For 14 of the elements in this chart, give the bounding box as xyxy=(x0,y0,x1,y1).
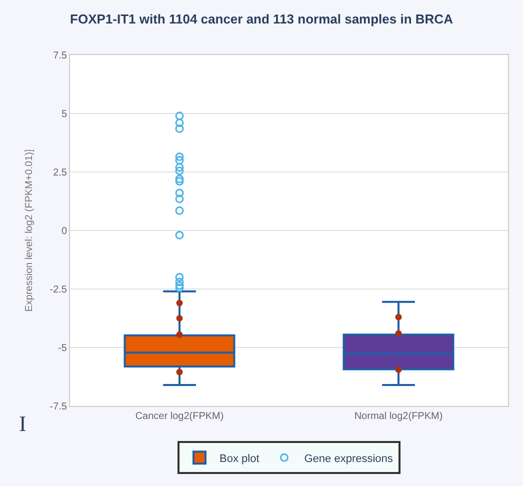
y-tick-label: -7.5 xyxy=(50,402,68,412)
y-tick-label: 7.5 xyxy=(53,50,68,62)
legend-label: Box plot xyxy=(220,452,260,465)
y-tick-label: 5 xyxy=(61,109,68,120)
text: I xyxy=(19,411,26,436)
legend-label: Gene expressions xyxy=(304,452,394,465)
chart-title: FOXP1-IT1 with 1104 cancer and 113 normal samples in BRCA xyxy=(70,12,454,27)
x-tick-label: Normal log2(FPKM) xyxy=(354,411,443,422)
y-tick-label: 2.5 xyxy=(53,168,68,178)
y-axis-title: Expression level: log2 (FPKM+0.01)] xyxy=(24,148,35,312)
y-tick-label: 0 xyxy=(61,226,68,237)
y-tick-label: -2.5 xyxy=(50,284,68,296)
y-tick-label: -5 xyxy=(58,343,68,354)
x-tick-label: Cancer log2(FPKM) xyxy=(135,411,224,422)
